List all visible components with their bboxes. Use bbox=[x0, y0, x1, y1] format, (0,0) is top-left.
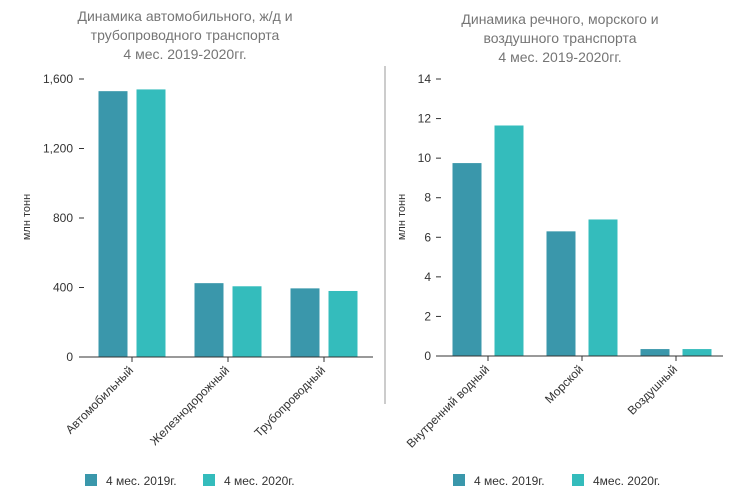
chart-left-y-tick-label: 1,600 bbox=[43, 72, 73, 86]
chart-right-y-axis-label: млн тонн bbox=[396, 194, 408, 240]
chart-left-y-tick-label: 0 bbox=[66, 350, 73, 364]
chart-left-y-tick-label: 1,200 bbox=[43, 142, 73, 156]
chart-left-y-tick-label: 800 bbox=[53, 211, 73, 225]
chart-right-y-tick-label: 8 bbox=[424, 191, 431, 205]
chart-left-bar-s2-c2 bbox=[232, 286, 262, 357]
chart-right-title-line-2: воздушного транспорта bbox=[483, 30, 636, 46]
chart-left-legend-swatch-1 bbox=[85, 474, 97, 486]
chart-left: Динамика автомобильного, ж/д и трубопров… bbox=[21, 8, 373, 488]
chart-right-bar-s2-c2 bbox=[588, 219, 618, 356]
chart-right-bar-s2-c1 bbox=[494, 125, 524, 356]
chart-right-category-labels: Внутренний водный Морской Воздушный bbox=[404, 356, 680, 451]
chart-right-y-ticks: 0 2 4 6 8 10 12 14 bbox=[418, 72, 441, 363]
chart-right-y-tick-label: 4 bbox=[424, 270, 431, 284]
chart-right-category-label: Морской bbox=[542, 362, 586, 406]
chart-left-y-axis-label: млн тонн bbox=[21, 194, 33, 240]
chart-left-category-label: Автомобильный bbox=[63, 363, 136, 436]
chart-left-y-tick-label: 400 bbox=[53, 281, 73, 295]
chart-right-legend-label-1: 4 мес. 2019г. bbox=[474, 474, 545, 488]
chart-left-legend-label-2: 4 мес. 2020г. bbox=[224, 474, 295, 488]
chart-left-category-label: Железнодорожный bbox=[147, 363, 232, 448]
chart-right-y-tick-label: 14 bbox=[418, 72, 432, 86]
chart-right-y-tick-label: 0 bbox=[424, 349, 431, 363]
chart-right-y-tick-label: 2 bbox=[424, 309, 431, 323]
chart-left-bar-s1-c1 bbox=[98, 91, 128, 357]
chart-right: Динамика речного, морского и воздушного … bbox=[396, 11, 723, 488]
chart-right-legend-swatch-1 bbox=[453, 474, 465, 486]
chart-right-bar-s2-c3 bbox=[682, 349, 712, 356]
chart-right-y-tick-label: 6 bbox=[424, 230, 431, 244]
chart-right-legend: 4 мес. 2019г. 4мес. 2020г. bbox=[453, 474, 660, 488]
chart-right-bar-s1-c3 bbox=[640, 349, 670, 356]
chart-left-bars bbox=[98, 89, 358, 358]
chart-right-category-label: Внутренний водный bbox=[404, 362, 492, 450]
chart-right-bar-s1-c2 bbox=[546, 231, 576, 356]
chart-right-title-line-3: 4 мес. 2019-2020гг. bbox=[498, 49, 621, 65]
chart-right-category-label: Воздушный bbox=[625, 362, 680, 417]
chart-left-legend: 4 мес. 2019г. 4 мес. 2020г. bbox=[85, 474, 295, 488]
chart-right-legend-label-2: 4мес. 2020г. bbox=[593, 474, 660, 488]
chart-left-bar-s1-c3 bbox=[290, 288, 320, 357]
chart-left-category-label: Трубопроводный bbox=[252, 363, 329, 440]
chart-right-y-tick-label: 12 bbox=[418, 112, 432, 126]
chart-left-bar-s2-c3 bbox=[328, 290, 358, 357]
chart-left-title-line-3: 4 мес. 2019-2020гг. bbox=[123, 46, 246, 62]
chart-right-legend-swatch-2 bbox=[572, 474, 584, 486]
chart-left-y-ticks: 0 400 800 1,200 1,600 bbox=[43, 72, 84, 364]
chart-left-bar-s1-c2 bbox=[194, 283, 224, 357]
chart-right-y-tick-label: 10 bbox=[418, 151, 432, 165]
chart-left-title-line-1: Динамика автомобильного, ж/д и bbox=[77, 8, 292, 24]
chart-left-category-labels: Автомобильный Железнодорожный Трубопроводн… bbox=[63, 357, 328, 448]
chart-right-title-line-1: Динамика речного, морского и bbox=[461, 11, 658, 27]
chart-right-bars bbox=[452, 125, 712, 356]
chart-left-bar-s2-c1 bbox=[136, 89, 166, 358]
chart-right-bar-s1-c1 bbox=[452, 163, 482, 356]
chart-left-legend-label-1: 4 мес. 2019г. bbox=[106, 474, 177, 488]
chart-left-legend-swatch-2 bbox=[203, 474, 215, 486]
chart-left-title-line-2: трубопроводного транспорта bbox=[91, 27, 280, 43]
